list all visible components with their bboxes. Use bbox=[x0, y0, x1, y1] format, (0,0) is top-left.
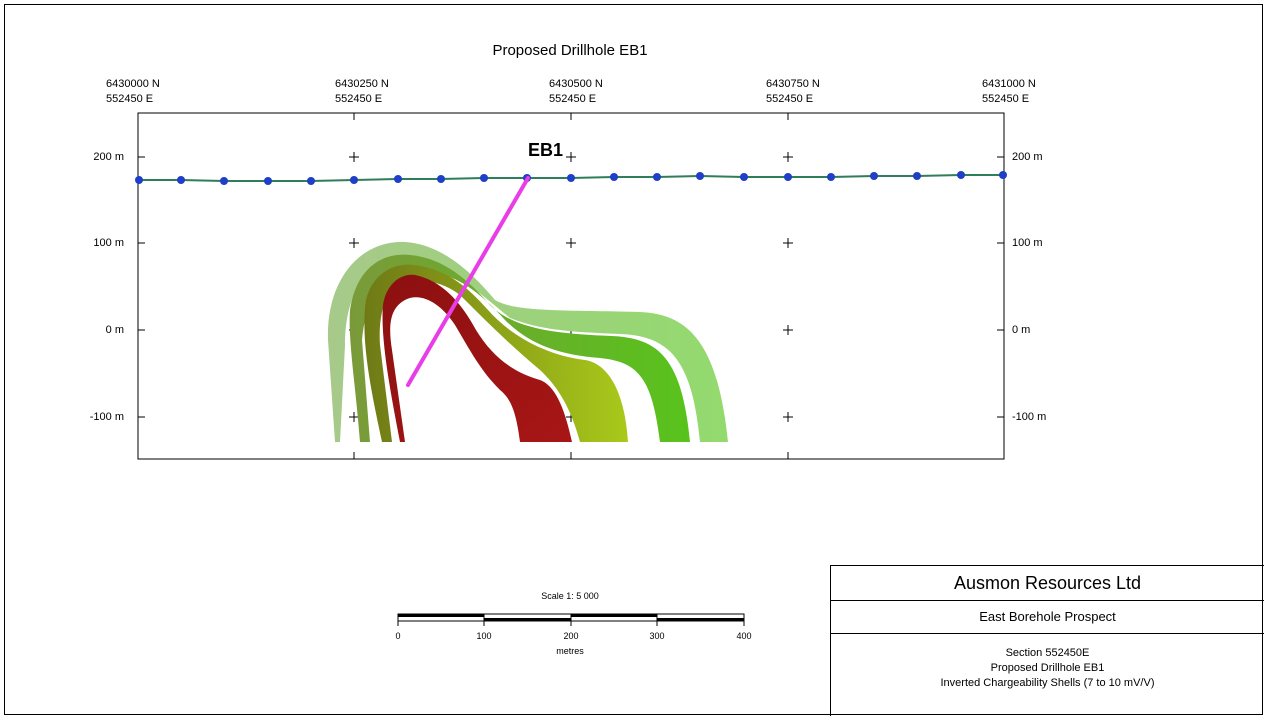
section-line-2: Proposed Drillhole EB1 bbox=[990, 662, 1105, 674]
section-line-1: Section 552450E bbox=[1005, 647, 1090, 659]
shell-core bbox=[382, 274, 572, 442]
elevation-label-left-minus100: -100 m bbox=[89, 411, 124, 423]
elevation-label-left-100: 100 m bbox=[93, 237, 124, 249]
section-line-3: Inverted Chargeability Shells (7 to 10 m… bbox=[940, 677, 1155, 689]
elevation-label-right-100: 100 m bbox=[1012, 237, 1043, 249]
scale-tick-0: 0 bbox=[395, 631, 401, 641]
drillhole-label: EB1 bbox=[528, 140, 564, 160]
drillhole-trace bbox=[406, 176, 530, 387]
shell-inner bbox=[364, 264, 628, 442]
section-description: Section 552450E Proposed Drillhole EB1 I… bbox=[831, 646, 1264, 691]
elevation-label-left-0: 0 m bbox=[105, 324, 124, 336]
chargeability-shells bbox=[327, 241, 728, 442]
elevation-label-right-0: 0 m bbox=[1012, 324, 1031, 336]
section-title: Proposed Drillhole EB1 bbox=[492, 42, 648, 59]
scale-tick-100: 100 bbox=[476, 631, 492, 641]
axis-ticks bbox=[138, 113, 1004, 459]
shell-outer bbox=[327, 241, 728, 442]
coord-label-2: 6430500 N 552450 E bbox=[549, 78, 603, 105]
title-block: Ausmon Resources Ltd East Borehole Prosp… bbox=[830, 565, 1264, 716]
coord-label-3: 6430750 N 552450 E bbox=[766, 78, 820, 105]
scale-bar bbox=[397, 613, 745, 626]
prospect-name: East Borehole Prospect bbox=[831, 601, 1264, 634]
coord-label-0: 6430000 N 552450 E bbox=[106, 78, 160, 105]
elevation-label-left-200: 200 m bbox=[93, 151, 124, 163]
company-name: Ausmon Resources Ltd bbox=[831, 566, 1264, 601]
scale-tick-400: 400 bbox=[736, 631, 752, 641]
coord-label-4: 6431000 N 552450 E bbox=[982, 78, 1036, 105]
scale-unit: metres bbox=[556, 646, 584, 656]
scale-title: Scale 1: 5 000 bbox=[541, 591, 599, 601]
map-frame bbox=[4, 4, 1263, 715]
topography-points bbox=[135, 171, 1007, 185]
scale-tick-300: 300 bbox=[649, 631, 665, 641]
coord-label-1: 6430250 N 552450 E bbox=[335, 78, 389, 105]
elevation-label-right-200: 200 m bbox=[1012, 151, 1043, 163]
elevation-label-right-minus100: -100 m bbox=[1012, 411, 1047, 423]
scale-tick-200: 200 bbox=[563, 631, 579, 641]
